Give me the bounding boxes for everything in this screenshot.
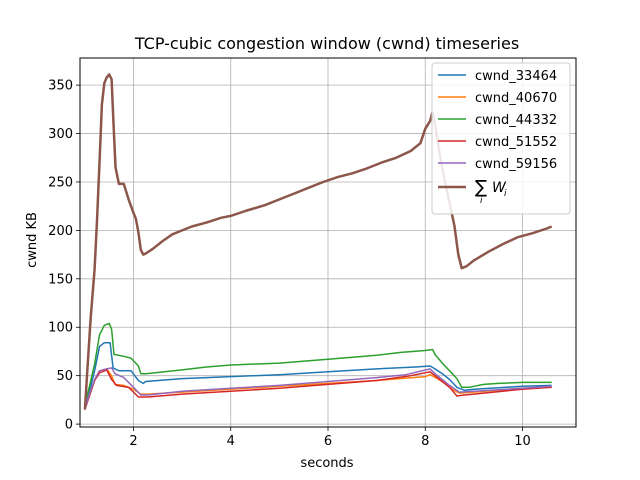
series-line-3	[84, 369, 552, 410]
series-line-4	[84, 367, 552, 409]
legend-label: cwnd_33464	[475, 69, 557, 84]
y-tick-label: 50	[56, 369, 73, 384]
y-tick-label: 250	[48, 175, 73, 190]
series-lines	[83, 73, 553, 410]
legend-label: cwnd_59156	[475, 157, 557, 172]
series-line-0	[84, 341, 552, 407]
y-tick-label: 200	[48, 224, 73, 239]
chart-title: TCP-cubic congestion window (cwnd) times…	[134, 34, 519, 53]
legend-label: cwnd_51552	[475, 135, 557, 150]
legend-box	[431, 62, 571, 215]
x-axis-label: seconds	[300, 456, 353, 471]
x-tick-label: 2	[129, 434, 137, 449]
x-tick-label: 6	[324, 434, 332, 449]
x-tick-label: 8	[421, 434, 429, 449]
y-axis-label: cwnd KB	[25, 212, 40, 268]
y-tick-label: 350	[48, 79, 73, 94]
legend-label: cwnd_40670	[475, 91, 557, 106]
x-tick-label: 4	[227, 434, 235, 449]
y-tick-label: 300	[48, 127, 73, 142]
legend-label-sigma: ∑	[475, 177, 487, 198]
series-line-2	[84, 322, 552, 405]
y-tick-label: 0	[65, 418, 73, 433]
legend-label-w: W	[492, 180, 507, 196]
series-line-5	[83, 73, 553, 410]
y-tick-label: 150	[48, 272, 73, 287]
legend-label-index: i	[480, 196, 483, 206]
y-tick-label: 100	[48, 321, 73, 336]
legend-label-w-index: i	[504, 189, 507, 199]
legend: cwnd_33464 cwnd_40670 cwnd_44332 cwnd_51552…	[431, 62, 571, 215]
legend-label: cwnd_44332	[475, 113, 557, 128]
x-tick-label: 10	[514, 434, 531, 449]
